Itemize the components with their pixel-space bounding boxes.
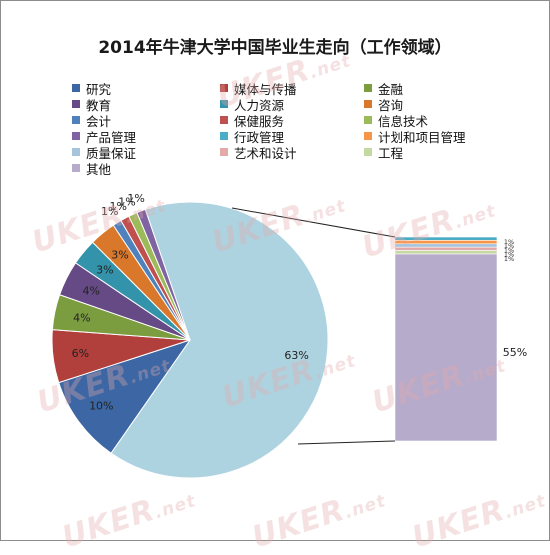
bar-segment (394, 250, 498, 255)
legend-swatch (72, 116, 80, 124)
chart-legend: 研究 媒体与传播 金融教育 人力资源 咨询会计 保健服务 信息技术产品管理 行政管理 计划和项目… (72, 80, 512, 177)
pie-data-label: 3% (111, 249, 128, 262)
pie-data-label: 1% (101, 205, 118, 218)
pie-data-label: 3% (96, 264, 113, 277)
legend-item: 质量保证 (72, 144, 220, 161)
legend-item: 会计 (72, 112, 220, 129)
pie-data-label: 63% (284, 349, 308, 362)
legend-label: 教育 (86, 97, 112, 113)
bar-segment (394, 243, 498, 248)
bar-segment (394, 240, 498, 245)
legend-label: 艺术和设计 (234, 145, 297, 161)
legend-swatch (220, 100, 228, 108)
pie-data-label: 4% (82, 285, 99, 298)
legend-label: 信息技术 (378, 113, 429, 129)
bar-data-label: 1% (504, 238, 514, 246)
legend-label: 人力资源 (234, 97, 285, 113)
bar-data-label: 1% (504, 251, 514, 259)
legend-label: 行政管理 (234, 129, 285, 145)
legend-swatch (364, 148, 372, 156)
bar-segment (394, 253, 498, 442)
legend-item: 教育 (72, 96, 220, 113)
legend-swatch (220, 84, 228, 92)
legend-label: 研究 (86, 81, 112, 97)
legend-item: 咨询 (364, 96, 512, 113)
legend-item: 行政管理 (220, 128, 364, 145)
connector-line (297, 440, 396, 445)
legend-label: 媒体与传播 (234, 81, 297, 97)
legend-swatch (220, 132, 228, 140)
legend-label: 产品管理 (86, 129, 137, 145)
pie-slice (136, 208, 191, 341)
legend-swatch (364, 84, 372, 92)
pie-slice (110, 201, 329, 479)
bar-segment (394, 236, 498, 241)
legend-swatch (364, 100, 372, 108)
pie-data-label: 1% (109, 200, 126, 213)
legend-label: 工程 (378, 145, 404, 161)
legend-item: 人力资源 (220, 96, 364, 113)
connector-line (231, 207, 396, 238)
legend-label: 计划和项目管理 (378, 129, 466, 145)
legend-item: 保健服务 (220, 112, 364, 129)
legend-item: 其他 (72, 160, 220, 177)
bar-data-label: 1% (504, 242, 514, 250)
legend-item: 研究 (72, 80, 220, 97)
pie-data-label: 10% (89, 400, 113, 413)
chart-title: 2014年牛津大学中国毕业生走向（工作领域） (98, 38, 452, 58)
legend-label: 其他 (86, 161, 112, 177)
bar-data-label-main: 55% (503, 346, 527, 359)
pie-data-label: 1% (127, 192, 144, 205)
legend-swatch (364, 132, 372, 140)
legend-swatch (364, 116, 372, 124)
pie-slice (58, 339, 192, 454)
legend-swatch (220, 116, 228, 124)
legend-label: 会计 (86, 113, 112, 129)
bar-segment (394, 246, 498, 251)
pie-data-label: 4% (73, 312, 90, 325)
pie-data-label: 1% (118, 196, 135, 209)
legend-item: 媒体与传播 (220, 80, 364, 97)
legend-label: 咨询 (378, 97, 404, 113)
legend-swatch (72, 164, 80, 172)
legend-item: 金融 (364, 80, 512, 97)
legend-label: 保健服务 (234, 113, 285, 129)
legend-swatch (72, 84, 80, 92)
legend-swatch (72, 100, 80, 108)
legend-item: 计划和项目管理 (364, 128, 512, 145)
legend-swatch (220, 148, 228, 156)
bar-data-label: 1% (504, 255, 514, 263)
legend-label: 质量保证 (86, 145, 137, 161)
legend-item: 艺术和设计 (220, 144, 364, 161)
pie-of-bar-chart: 63%10%6%4%4%3%3%1%1%1%1%1%1%1%1%1%55% (51, 192, 527, 479)
legend-swatch (72, 148, 80, 156)
legend-swatch (72, 132, 80, 140)
legend-item: 产品管理 (72, 128, 220, 145)
bar-data-label: 1% (504, 246, 514, 254)
legend-item: 工程 (364, 144, 512, 161)
legend-label: 金融 (378, 81, 404, 97)
pie-data-label: 6% (72, 347, 89, 360)
legend-item: 信息技术 (364, 112, 512, 129)
